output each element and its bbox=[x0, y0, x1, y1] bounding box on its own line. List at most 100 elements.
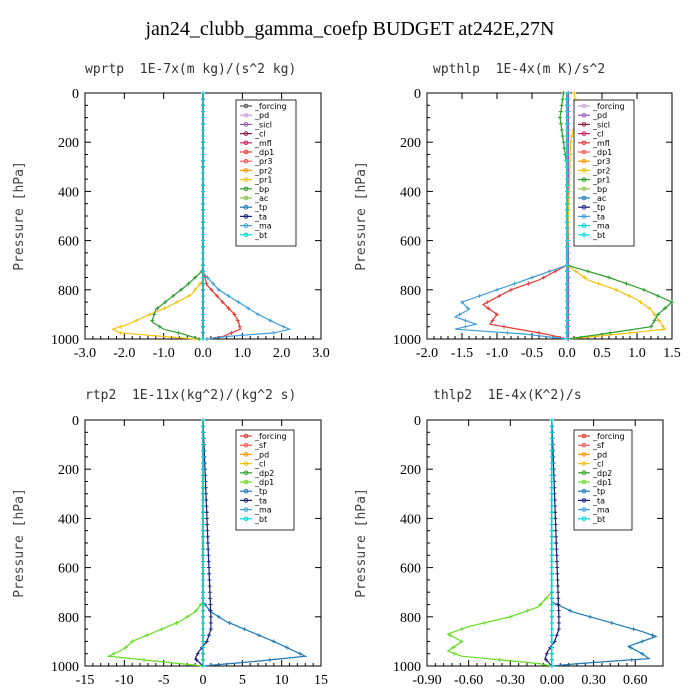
series-marker bbox=[209, 287, 214, 292]
series-marker bbox=[560, 134, 565, 139]
x-tick-label: 1.0 bbox=[628, 346, 646, 361]
y-tick-label: 1000 bbox=[393, 660, 421, 675]
x-tick-label: -0.30 bbox=[496, 673, 525, 688]
panel-title-thlp2: thlp2 1E-4x(K^2)/s bbox=[433, 388, 582, 403]
series-marker bbox=[555, 565, 560, 570]
series-marker bbox=[556, 620, 561, 625]
series-marker bbox=[556, 614, 561, 619]
series-marker bbox=[162, 306, 167, 311]
series-marker bbox=[573, 269, 578, 274]
series-marker bbox=[549, 504, 554, 509]
x-tick-label: -0.60 bbox=[454, 673, 483, 688]
series-marker bbox=[556, 590, 561, 595]
series-marker bbox=[226, 306, 231, 311]
x-tick-label: 0.30 bbox=[581, 673, 606, 688]
series-marker bbox=[549, 608, 554, 613]
legend-marker bbox=[243, 195, 249, 201]
x-tick-label: -0.5 bbox=[521, 346, 543, 361]
series-marker bbox=[171, 293, 176, 298]
series-marker bbox=[147, 312, 152, 317]
series-marker bbox=[656, 293, 660, 298]
series-marker bbox=[497, 657, 502, 662]
series-marker bbox=[608, 330, 613, 335]
y-tick-label: 400 bbox=[400, 185, 421, 200]
series-marker bbox=[649, 324, 653, 329]
series-marker bbox=[541, 275, 546, 280]
y-tick-label: 1000 bbox=[393, 333, 421, 348]
series-marker bbox=[549, 627, 554, 632]
legend-marker bbox=[243, 149, 249, 155]
series-marker bbox=[627, 293, 632, 298]
series-marker bbox=[628, 330, 632, 335]
legend-marker bbox=[243, 168, 249, 173]
legend-label: _ma bbox=[254, 222, 272, 231]
series-marker bbox=[201, 250, 205, 255]
legend-label: _ma bbox=[592, 506, 610, 515]
legend-label: _forcing bbox=[254, 102, 287, 111]
series-marker bbox=[118, 330, 123, 335]
x-tick-label: -1.0 bbox=[153, 346, 175, 361]
legend-label: _pr1 bbox=[254, 176, 272, 185]
series-marker bbox=[537, 330, 541, 335]
x-tick-label: 0.0 bbox=[558, 346, 576, 361]
series-marker bbox=[670, 300, 674, 305]
series-marker bbox=[549, 620, 554, 625]
series-line-ta bbox=[453, 93, 568, 340]
series-marker bbox=[553, 522, 558, 527]
series-marker bbox=[588, 614, 593, 619]
series-marker bbox=[201, 103, 205, 108]
series-marker bbox=[463, 318, 468, 323]
series-marker bbox=[460, 300, 464, 305]
series-marker bbox=[549, 547, 554, 552]
legend-marker bbox=[243, 177, 249, 182]
series-marker bbox=[549, 651, 554, 656]
series-marker bbox=[201, 287, 205, 292]
legend-label: _bp bbox=[254, 185, 269, 194]
series-marker bbox=[549, 528, 554, 533]
y-tick-label: 200 bbox=[58, 136, 79, 151]
series-marker bbox=[561, 91, 566, 95]
series-marker bbox=[216, 287, 221, 292]
series-marker bbox=[201, 263, 205, 268]
series-marker bbox=[560, 97, 565, 102]
legend-label: _mfl bbox=[254, 139, 272, 148]
legend-marker bbox=[243, 204, 249, 210]
y-tick-label: 400 bbox=[58, 185, 79, 200]
series-marker bbox=[155, 306, 160, 311]
series-marker bbox=[554, 633, 559, 638]
series-marker bbox=[201, 121, 205, 126]
series-marker bbox=[163, 300, 168, 305]
series-marker bbox=[201, 269, 205, 274]
series-marker bbox=[157, 324, 162, 329]
series-marker bbox=[544, 651, 549, 656]
x-tick-label: -1.0 bbox=[486, 346, 508, 361]
series-marker bbox=[482, 620, 487, 625]
legend-label: _pr3 bbox=[254, 157, 272, 166]
series-marker bbox=[554, 541, 559, 545]
legend-label: _ta bbox=[592, 496, 605, 505]
x-tick-label: 1.0 bbox=[234, 346, 252, 361]
panel-title-wpthlp: wpthlp 1E-4x(m K)/s^2 bbox=[433, 62, 606, 77]
series-marker bbox=[229, 330, 234, 335]
series-marker bbox=[497, 293, 502, 298]
panel-title-rtp2: rtp2 1E-11x(kg^2)/(kg^2 s) bbox=[85, 388, 297, 403]
series-line-ma bbox=[202, 93, 292, 340]
series-marker bbox=[549, 571, 554, 576]
series-marker bbox=[549, 577, 554, 582]
series-marker bbox=[568, 140, 573, 145]
series-marker bbox=[554, 534, 559, 539]
series-marker bbox=[477, 293, 482, 298]
series-marker bbox=[549, 430, 554, 435]
series-marker bbox=[201, 238, 205, 243]
panel-title-wprtp: wprtp 1E-7x(m kg)/(s^2 kg) bbox=[85, 62, 297, 77]
x-tick-label: -0.90 bbox=[412, 673, 441, 688]
series-marker bbox=[549, 633, 554, 638]
series-marker bbox=[201, 330, 205, 335]
series-marker bbox=[201, 183, 205, 188]
series-marker bbox=[505, 330, 510, 335]
series-marker bbox=[281, 324, 286, 329]
series-marker bbox=[485, 300, 490, 305]
series-marker bbox=[554, 553, 559, 558]
y-axis-label: Pressure [hPa] bbox=[354, 161, 369, 271]
series-marker bbox=[549, 534, 554, 539]
